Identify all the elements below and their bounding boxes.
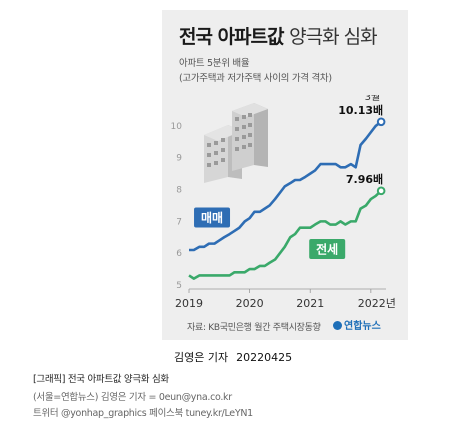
infographic-card [162,10,408,340]
chart-subtitle-note: (고가주택과 저가주택 사이의 가격 격차) [179,73,332,84]
end-period-label: 3월 [365,95,381,103]
caption-credit: (서울=연합뉴스) 김영은 기자 = 0eun@yna.co.kr [33,392,232,403]
end-value-label: 7.96배 [346,172,383,186]
apartment-buildings-icon [204,103,268,183]
byline: 김영은 기자 20220425 [174,349,292,365]
chart-title-bold: 전국 아파트값 [179,26,284,48]
x-tick-label: 2019 [175,297,203,310]
caption-headline: [그래픽] 전국 아파트값 양극화 심화 [33,374,169,385]
series-label-jeonse-box [309,239,346,260]
end-value-label: 10.13배 [338,103,383,117]
x-tick-label: 2020 [236,297,264,310]
chart-title: 전국 아파트값 양극화 심화 [179,22,378,49]
chart-title-light: 양극화 심화 [289,26,377,48]
series-label-sale-box [194,207,231,228]
end-point-marker [376,186,386,196]
series-label-sale: 매매 [201,210,223,225]
logo-text: 연합뉴스 [344,321,381,332]
series-line-sale [189,120,382,252]
byline-author: 김영은 기자 [174,351,229,364]
end-point-marker [376,117,386,127]
chart-subtitle: 아파트 5분위 배율 [179,58,250,69]
x-tick-label: 2021 [296,297,324,310]
chart-source: 자료: KB국민은행 월간 주택시장동향 [187,323,321,333]
x-tick-label: 2022년 [358,297,396,310]
y-tick-label: 9 [176,154,182,164]
series-label-jeonse: 전세 [316,242,338,257]
caption-social: 트위터 @yonhap_graphics 페이스북 tuney.kr/LeYN1 [33,408,253,419]
y-tick-label: 8 [176,186,182,196]
byline-date: 20220425 [236,351,293,364]
y-tick-label: 10 [171,122,183,132]
y-tick-label: 5 [176,281,182,291]
yonhap-logo: 연합뉴스 [333,317,381,332]
series-line-jeonse [188,189,383,280]
logo-mark-icon [333,321,342,330]
y-tick-label: 7 [176,217,182,227]
y-tick-label: 6 [176,249,182,259]
